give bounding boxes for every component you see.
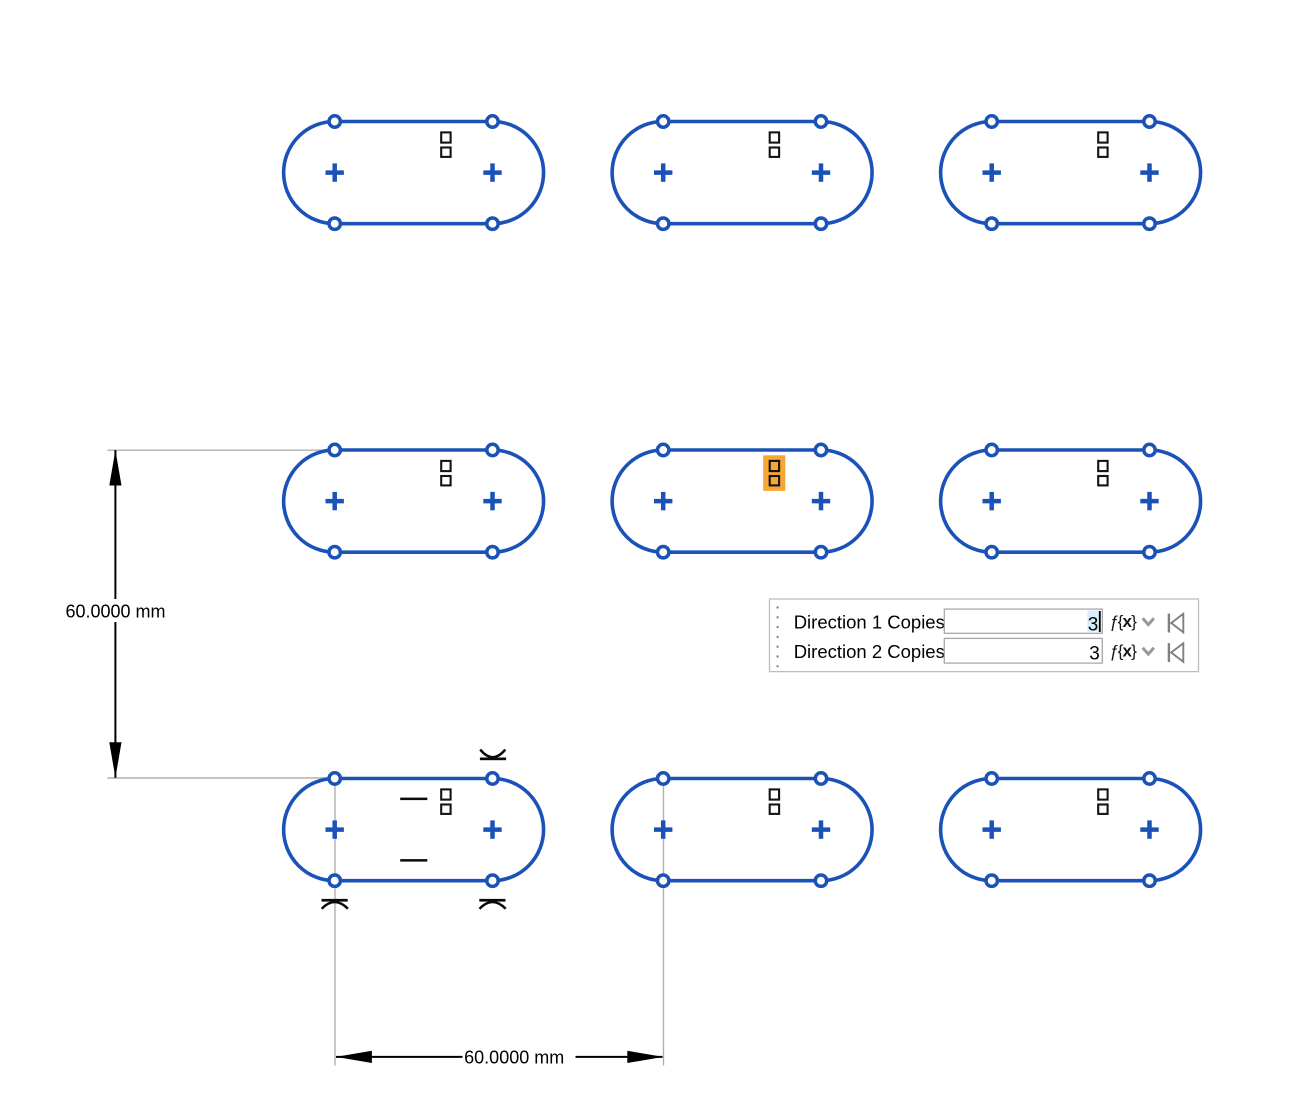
svg-text:3: 3	[1088, 614, 1099, 635]
svg-text:60.0000 mm: 60.0000 mm	[464, 1048, 564, 1068]
svg-text:Direction 1 Copies: Direction 1 Copies	[794, 612, 945, 633]
svg-text:Direction 2 Copies: Direction 2 Copies	[794, 641, 945, 662]
svg-text:ƒ{x}: ƒ{x}	[1109, 641, 1137, 660]
svg-text:3: 3	[1089, 644, 1100, 665]
svg-text:ƒ{x}: ƒ{x}	[1109, 612, 1137, 631]
svg-text:60.0000 mm: 60.0000 mm	[65, 602, 165, 622]
